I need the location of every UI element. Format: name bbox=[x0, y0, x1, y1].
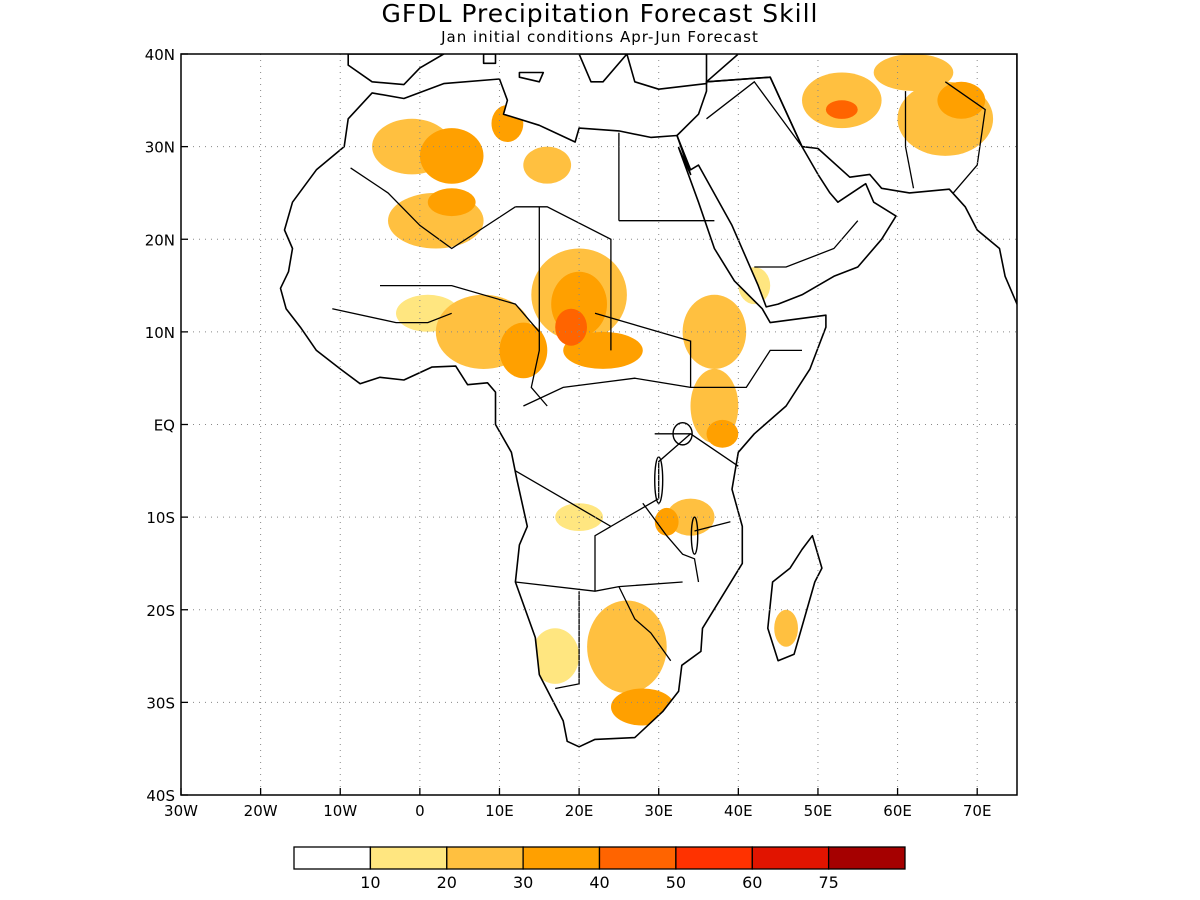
x-tick-label: 10E bbox=[485, 802, 514, 820]
skill-region bbox=[531, 628, 580, 684]
x-tick-label: 30E bbox=[644, 802, 673, 820]
y-tick-label: 30N bbox=[145, 139, 175, 157]
sicily-coastline bbox=[518, 71, 545, 83]
skill-region bbox=[499, 322, 548, 379]
y-tick-label: 40N bbox=[145, 46, 175, 64]
colorbar-label: 10 bbox=[360, 873, 380, 892]
greece-coastline bbox=[578, 54, 628, 83]
country-border bbox=[904, 146, 915, 189]
colorbar-swatch bbox=[522, 846, 601, 870]
colorbar-swatch bbox=[369, 846, 448, 870]
skill-region bbox=[706, 419, 739, 448]
y-tick-label: 30S bbox=[146, 694, 175, 712]
colorbar-label: 40 bbox=[589, 873, 609, 892]
country-border bbox=[332, 308, 452, 324]
africa-coastline bbox=[279, 78, 827, 748]
x-tick-label: 50E bbox=[804, 802, 833, 820]
colorbar-label: 30 bbox=[513, 873, 533, 892]
anatolia-coastline bbox=[626, 54, 708, 90]
x-tick-label: 60E bbox=[883, 802, 912, 820]
gridlines bbox=[181, 54, 1017, 795]
country-border bbox=[530, 206, 548, 407]
lake-outline bbox=[690, 516, 699, 555]
y-tick-label: 20S bbox=[146, 602, 175, 620]
country-border bbox=[515, 581, 683, 592]
country-border bbox=[654, 433, 739, 467]
skill-region bbox=[587, 600, 667, 694]
map-title: GFDL Precipitation Forecast Skill bbox=[381, 0, 819, 28]
x-tick-label: 40E bbox=[724, 802, 753, 820]
colorbar-label: 20 bbox=[437, 873, 457, 892]
skill-region bbox=[555, 308, 587, 346]
skill-region bbox=[825, 100, 858, 119]
x-axis-ticks: 30W 20W 10W 0 10E 20E 30E 40E 50E 60E 70E bbox=[164, 788, 991, 820]
skill-region bbox=[523, 146, 572, 184]
country-border bbox=[642, 502, 700, 583]
x-tick-label: 30W bbox=[164, 802, 198, 820]
x-tick-label: 70E bbox=[963, 802, 992, 820]
colorbar-label: 75 bbox=[818, 873, 838, 892]
country-border bbox=[350, 167, 516, 250]
map-frame-background bbox=[181, 54, 1017, 795]
country-border bbox=[380, 284, 540, 333]
y-tick-label: 20N bbox=[145, 231, 175, 249]
colorbar: 10 20 30 40 50 60 75 bbox=[293, 846, 906, 892]
colorbar-swatch bbox=[293, 846, 372, 870]
colorbar-swatch bbox=[827, 846, 906, 870]
skill-region bbox=[419, 128, 484, 184]
country-border bbox=[523, 377, 691, 407]
map-subtitle: Jan initial conditions Apr-Jun Forecast bbox=[441, 28, 759, 46]
y-tick-label: 40S bbox=[146, 787, 175, 805]
colorbar-swatch bbox=[446, 846, 524, 870]
country-border bbox=[594, 312, 802, 389]
country-border bbox=[754, 220, 859, 268]
skill-shading bbox=[372, 54, 994, 726]
x-tick-label: 20E bbox=[565, 802, 594, 820]
country-border bbox=[944, 81, 986, 194]
skill-region bbox=[666, 498, 715, 536]
x-tick-label: 0 bbox=[415, 802, 425, 820]
x-tick-label: 20W bbox=[244, 802, 278, 820]
y-axis-ticks: 40N 30N 20N 10N EQ 10S 20S 30S 40S bbox=[145, 46, 188, 805]
colorbar-swatch bbox=[598, 846, 677, 870]
skill-region bbox=[563, 331, 643, 369]
country-border bbox=[594, 525, 612, 592]
y-tick-label: EQ bbox=[154, 417, 175, 435]
asia-coastline bbox=[705, 54, 1017, 305]
skill-region bbox=[654, 507, 679, 536]
coastlines bbox=[279, 54, 1017, 748]
iberia-coastline bbox=[347, 54, 445, 86]
colorbar-swatch bbox=[675, 846, 753, 870]
country-border bbox=[515, 433, 692, 528]
colorbar-swatch bbox=[751, 846, 830, 870]
skill-region bbox=[427, 188, 476, 217]
colorbar-label: 50 bbox=[666, 873, 686, 892]
country-border bbox=[706, 80, 803, 147]
colorbar-label: 60 bbox=[742, 873, 762, 892]
skill-region bbox=[682, 294, 747, 369]
skill-region bbox=[937, 81, 986, 119]
madagascar-coastline bbox=[767, 534, 823, 662]
y-tick-label: 10S bbox=[146, 509, 175, 527]
y-tick-label: 10N bbox=[145, 324, 175, 342]
x-tick-label: 10W bbox=[323, 802, 357, 820]
skill-region bbox=[555, 503, 603, 531]
country-border bbox=[515, 206, 612, 351]
skill-region bbox=[774, 609, 798, 647]
country-border bbox=[694, 521, 731, 532]
country-border bbox=[618, 586, 672, 662]
country-border bbox=[555, 591, 580, 690]
sardinia-coastline bbox=[482, 54, 497, 65]
skill-region bbox=[873, 54, 954, 91]
